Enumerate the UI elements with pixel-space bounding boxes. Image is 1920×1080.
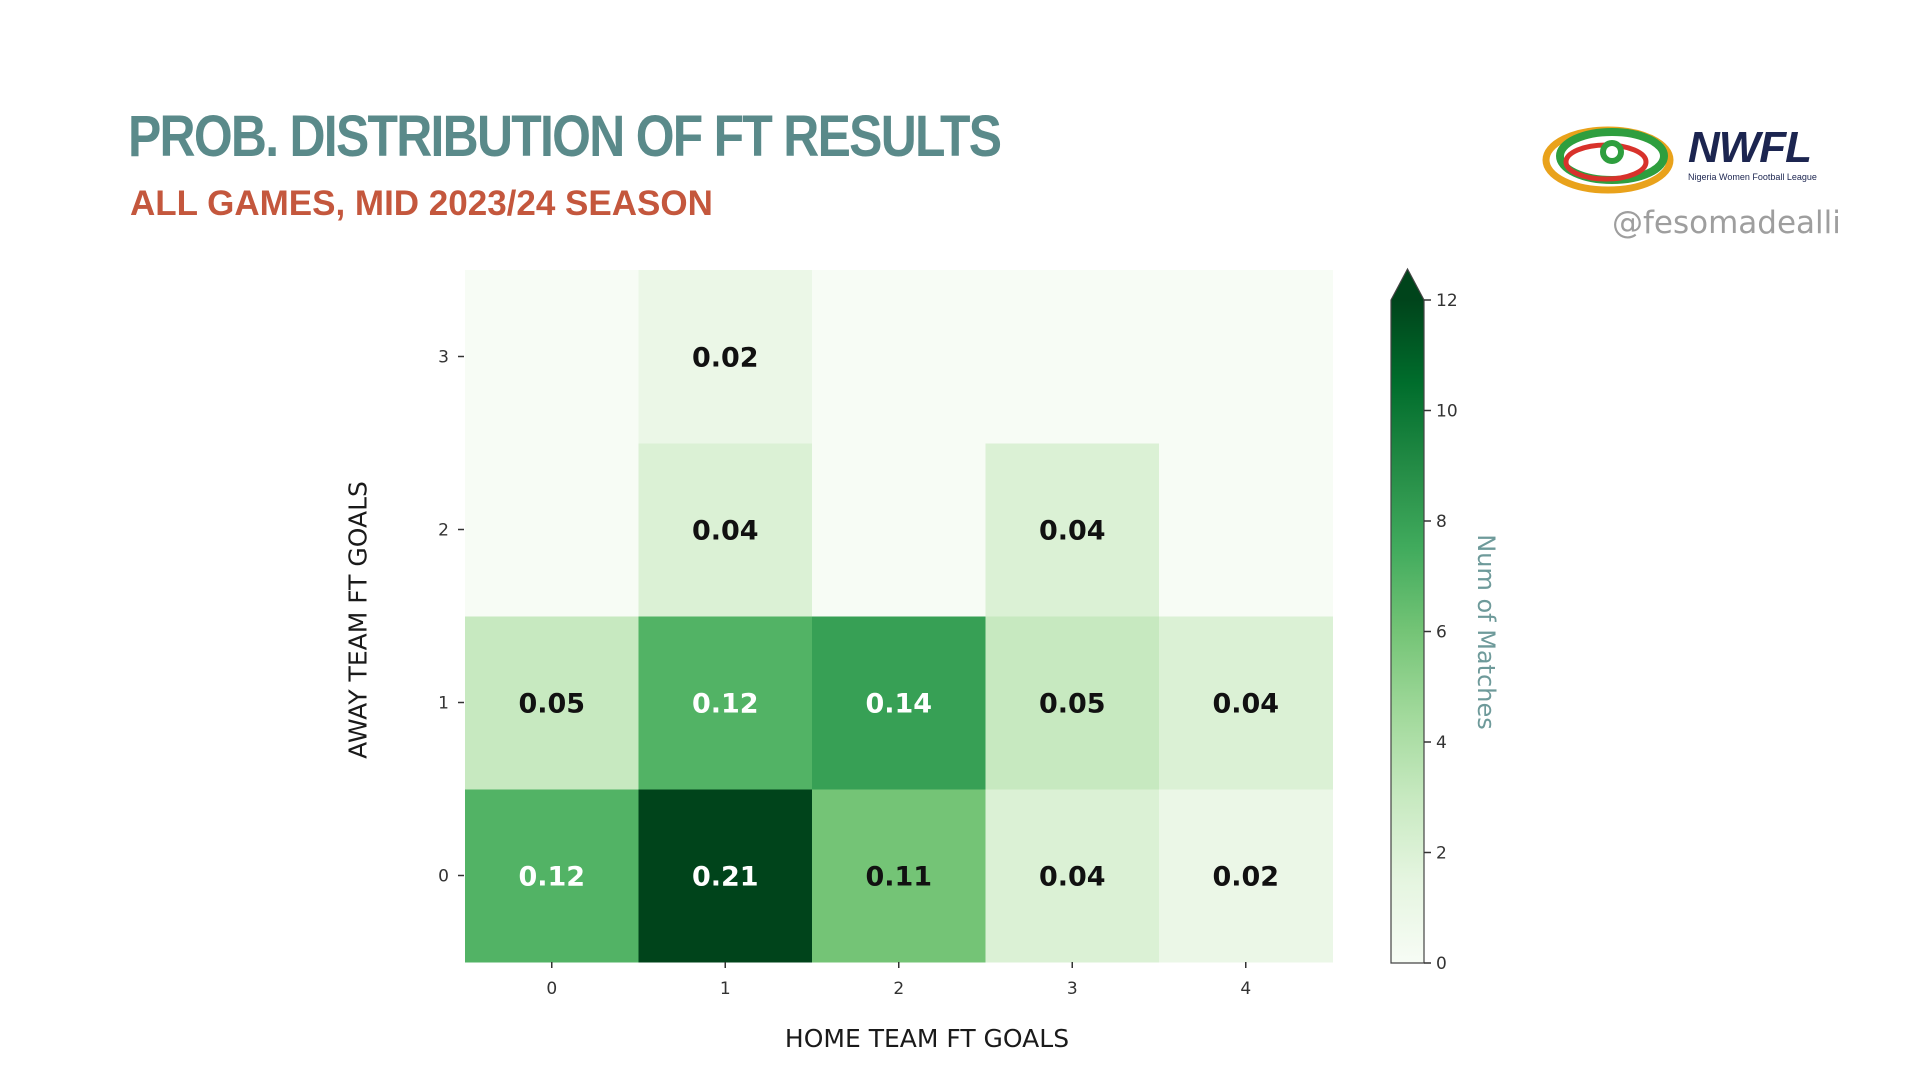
- nwfl-logo-icon: [1542, 126, 1674, 194]
- heatmap-cell-away1-home0: [465, 616, 639, 790]
- x-tick-label: 3: [1067, 979, 1078, 999]
- heatmap-cell-away3-home3: [985, 270, 1160, 444]
- x-tick-label: 4: [1240, 979, 1251, 999]
- cell-value-label: 0.12: [692, 689, 759, 720]
- x-axis-label: HOME TEAM FT GOALS: [784, 1024, 1070, 1053]
- x-tick-label: 1: [720, 979, 731, 999]
- heatmap-cell-away1-home4: [1159, 616, 1333, 790]
- colorbar-tick-label: 0: [1436, 954, 1447, 974]
- heatmap-cell-away0-home4: [1159, 789, 1333, 963]
- cell-value-label: 0.04: [1039, 862, 1106, 893]
- y-tick-label: 1: [438, 694, 449, 714]
- colorbar-tick-label: 10: [1436, 402, 1458, 422]
- heatmap-cell-away3-home4: [1159, 270, 1333, 444]
- colorbar-tick-label: 6: [1436, 623, 1447, 643]
- cell-value-label: 0.04: [1039, 516, 1106, 547]
- y-axis-label: AWAY TEAM FT GOALS: [343, 481, 373, 759]
- heatmap-cell-away0-home2: [812, 789, 986, 963]
- cell-value-label: 0.05: [1039, 689, 1106, 720]
- cell-value-label: 0.11: [865, 862, 932, 893]
- y-tick-label: 2: [438, 521, 449, 541]
- cell-value-label: 0.04: [1212, 689, 1279, 720]
- heatmap-cell-away3-home0: [465, 270, 639, 444]
- cell-value-label: 0.04: [692, 516, 759, 547]
- heatmap-cell-away2-home1: [638, 443, 813, 617]
- heatmap-cell-away0-home1: [638, 789, 813, 963]
- chart-title: PROB. DISTRIBUTION OF FT RESULTS: [128, 104, 1002, 169]
- heatmap-cell-labels: 0.12 0.21 0.11 0.04 0.02 0.05 0.12 0.14 0.05 0.04…: [518, 343, 1279, 893]
- x-axis-ticks: 0 1 2 3 4: [546, 962, 1251, 999]
- logo-tagline: Nigeria Women Football League: [1688, 172, 1817, 182]
- cell-value-label: 0.02: [692, 343, 759, 374]
- y-axis-ticks: 0 1 2 3: [438, 348, 464, 887]
- heatmap-cell-away1-home3: [985, 616, 1160, 790]
- y-tick-label: 3: [438, 348, 449, 368]
- cell-value-label: 0.14: [865, 689, 932, 720]
- colorbar-extend-arrow: [1391, 269, 1424, 300]
- colorbar-tick-label: 12: [1436, 291, 1458, 311]
- heatmap-cell-away2-home4: [1159, 443, 1333, 617]
- colorbar-label: Num of Matches: [1472, 534, 1500, 730]
- x-tick-label: 2: [893, 979, 904, 999]
- logo-wordmark: NWFL: [1688, 123, 1812, 172]
- heatmap-cell-away2-home2: [812, 443, 986, 617]
- heatmap-cell-away0-home0: [465, 789, 639, 963]
- heatmap-cell-away1-home2: [812, 616, 986, 790]
- cell-value-label: 0.12: [518, 862, 585, 893]
- heatmap-cell-away0-home3: [985, 789, 1160, 963]
- author-handle: @fesomadealli: [1612, 205, 1841, 241]
- cell-value-label: 0.21: [692, 862, 759, 893]
- colorbar-tick-label: 8: [1436, 512, 1447, 532]
- heatmap-cell-away3-home2: [812, 270, 986, 444]
- colorbar: 0 2 4 6 8 10 12: [1390, 267, 1458, 974]
- heatmap-cell-away2-home0: [465, 443, 639, 617]
- colorbar-outline: [1390, 267, 1425, 964]
- colorbar-tick-label: 2: [1436, 844, 1447, 864]
- cell-value-label: 0.05: [518, 689, 585, 720]
- colorbar-tick-label: 4: [1436, 733, 1447, 753]
- chart-subtitle: ALL GAMES, MID 2023/24 SEASON: [130, 184, 713, 223]
- heatmap-cell-away3-home1: [638, 270, 813, 444]
- cell-value-label: 0.02: [1212, 862, 1279, 893]
- colorbar-fill: [1391, 300, 1424, 963]
- heatmap-cells: [465, 270, 1333, 963]
- heatmap-cell-away2-home3: [985, 443, 1160, 617]
- y-tick-label: 0: [438, 867, 449, 887]
- x-tick-label: 0: [546, 979, 557, 999]
- heatmap-cell-away1-home1: [638, 616, 813, 790]
